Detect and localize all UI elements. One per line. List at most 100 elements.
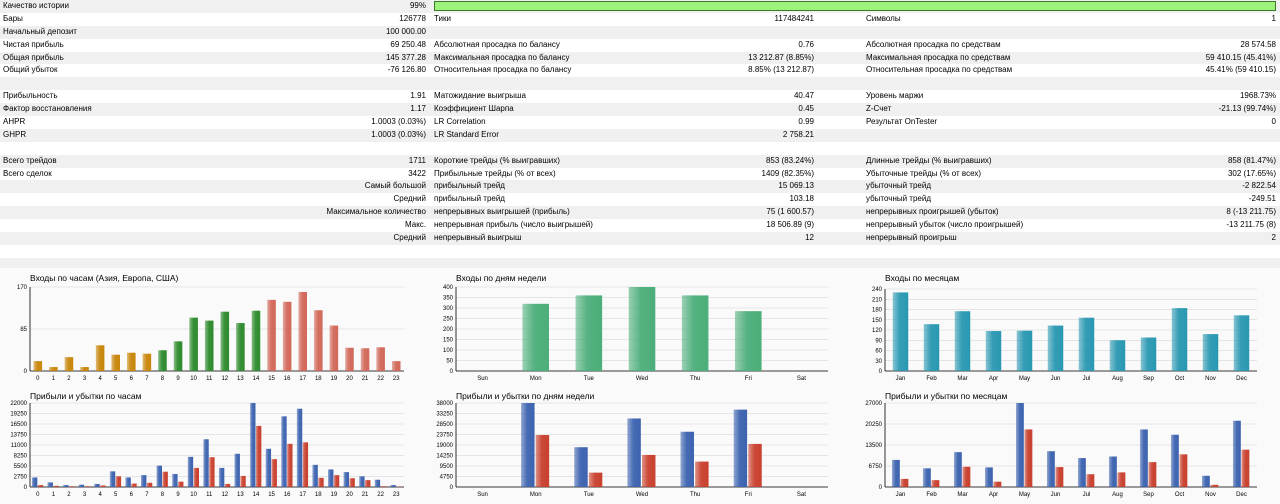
bar bbox=[376, 347, 385, 371]
x-tick-label: 11 bbox=[206, 492, 213, 498]
stats-row bbox=[0, 77, 1280, 91]
y-tick-label: 13750 bbox=[10, 433, 27, 439]
bar bbox=[220, 311, 230, 371]
stat-label: Коэффициент Шарпа bbox=[434, 104, 514, 114]
bar bbox=[203, 439, 209, 487]
bar bbox=[204, 320, 214, 371]
y-tick-label: 300 bbox=[443, 306, 454, 312]
stat-label: Тики bbox=[434, 13, 451, 23]
x-tick-label: 1 bbox=[52, 376, 56, 382]
y-tick-label: 19250 bbox=[10, 412, 27, 418]
stat-label: Общий убыток bbox=[3, 65, 58, 75]
stat-value: 2 bbox=[1271, 233, 1276, 243]
bar bbox=[1077, 458, 1086, 487]
stats-row: Бары 126778 Тики 117484241 Символы 1 bbox=[0, 13, 1280, 26]
bar bbox=[588, 472, 603, 487]
stats-row: AHPR 1.0003 (0.03%) LR Correlation 0.99 Резу… bbox=[0, 116, 1280, 129]
bar bbox=[127, 352, 136, 371]
y-tick-label: 50 bbox=[446, 359, 453, 365]
stat-label: Максимальная просадка по средствам bbox=[866, 52, 1011, 62]
y-tick-label: 0 bbox=[879, 485, 883, 491]
x-tick-label: Mon bbox=[530, 376, 542, 382]
y-tick-label: 38000 bbox=[436, 401, 453, 407]
x-tick-label: 3 bbox=[83, 492, 87, 498]
x-tick-label: 1 bbox=[52, 492, 56, 498]
bar bbox=[985, 331, 1002, 371]
x-tick-label: Sun bbox=[477, 376, 488, 382]
stat-label: непрерывных проигрышей (убыток) bbox=[866, 207, 999, 217]
chart-title: Прибыли и убытки по месяцам bbox=[885, 391, 1007, 401]
stat-group-label: Самый большой bbox=[364, 181, 426, 191]
x-tick-label: Fri bbox=[745, 376, 752, 382]
stats-row: Макс. непрерывная прибыль (число выигрыше… bbox=[0, 219, 1280, 232]
stat-value: 100 000.00 bbox=[385, 26, 426, 36]
entries-by-hour-chart: Входы по часам (Азия, Европа, США)085170… bbox=[17, 273, 404, 382]
bar bbox=[95, 345, 105, 371]
x-tick-label: Oct bbox=[1175, 376, 1185, 382]
bar bbox=[318, 477, 324, 487]
bar bbox=[391, 361, 401, 371]
bar bbox=[345, 347, 354, 371]
x-tick-label: May bbox=[1019, 492, 1030, 498]
stat-value: -21.13 (99.74%) bbox=[1218, 104, 1276, 114]
stat-value: 1.17 bbox=[410, 104, 426, 114]
stat-label: непрерывная прибыль (число выигрышей) bbox=[434, 220, 593, 230]
bar bbox=[37, 485, 44, 487]
x-tick-label: 19 bbox=[331, 376, 338, 382]
stat-group-label: Средний bbox=[393, 194, 426, 204]
bar bbox=[125, 477, 131, 487]
bar bbox=[681, 295, 709, 371]
y-tick-label: 240 bbox=[872, 287, 883, 293]
stats-row bbox=[0, 142, 1280, 155]
x-tick-label: Sep bbox=[1143, 376, 1154, 382]
y-tick-label: 0 bbox=[24, 369, 28, 375]
stats-row: Общий убыток -76 126.80 Относительная прос… bbox=[0, 64, 1280, 77]
stats-row: Качество истории 99% bbox=[0, 0, 1280, 13]
stat-label: Матожидание выигрыша bbox=[434, 91, 526, 101]
bar bbox=[234, 453, 240, 487]
x-tick-label: 17 bbox=[299, 376, 306, 382]
stats-row bbox=[0, 257, 1280, 271]
stat-label: Символы bbox=[866, 13, 901, 23]
y-tick-label: 170 bbox=[17, 285, 28, 291]
bar bbox=[575, 295, 603, 371]
stat-label: Начальный депозит bbox=[3, 26, 77, 36]
y-tick-label: 16500 bbox=[10, 422, 27, 428]
stat-value: 75 (1 600.57) bbox=[766, 207, 814, 217]
bar bbox=[993, 481, 1002, 487]
bar bbox=[287, 443, 293, 487]
stat-value: 0 bbox=[1271, 117, 1276, 127]
bar bbox=[312, 464, 318, 487]
bar bbox=[189, 317, 198, 371]
x-tick-label: Fri bbox=[745, 492, 752, 498]
bar bbox=[282, 301, 292, 371]
bar bbox=[80, 367, 89, 371]
x-tick-label: 0 bbox=[36, 492, 40, 498]
bar bbox=[1109, 340, 1126, 371]
stat-label: Абсолютная просадка по средствам bbox=[866, 39, 1001, 49]
y-tick-label: 100 bbox=[443, 348, 454, 354]
stats-row: Средний прибыльный трейд 103.18 убыточный т… bbox=[0, 193, 1280, 206]
y-tick-label: 22000 bbox=[10, 401, 27, 407]
stat-value: 858 (81.47%) bbox=[1227, 155, 1276, 165]
bar bbox=[224, 483, 231, 487]
bar bbox=[296, 408, 303, 487]
bar bbox=[1047, 325, 1064, 371]
x-tick-label: Jul bbox=[1083, 492, 1091, 498]
stat-label: непрерывный убыток (число проигрышей) bbox=[866, 220, 1024, 230]
chart-title: Прибыли и убытки по часам bbox=[30, 391, 142, 401]
stat-label: Фактор восстановления bbox=[3, 104, 92, 114]
bar bbox=[1170, 434, 1179, 487]
x-tick-label: Nov bbox=[1205, 492, 1216, 498]
bar bbox=[142, 353, 152, 371]
x-tick-label: 18 bbox=[315, 376, 322, 382]
y-tick-label: 27000 bbox=[865, 401, 882, 407]
x-tick-label: 14 bbox=[253, 492, 260, 498]
x-tick-label: 6 bbox=[130, 492, 134, 498]
x-tick-label: 4 bbox=[98, 492, 102, 498]
x-tick-label: Aug bbox=[1112, 376, 1123, 382]
history-quality-bar bbox=[434, 1, 1276, 11]
stats-row: Самый большой прибыльный трейд 15 069.13 уб… bbox=[0, 180, 1280, 194]
x-tick-label: 18 bbox=[315, 492, 322, 498]
stats-row: Чистая прибыль 69 250.48 Абсолютная просад… bbox=[0, 39, 1280, 52]
